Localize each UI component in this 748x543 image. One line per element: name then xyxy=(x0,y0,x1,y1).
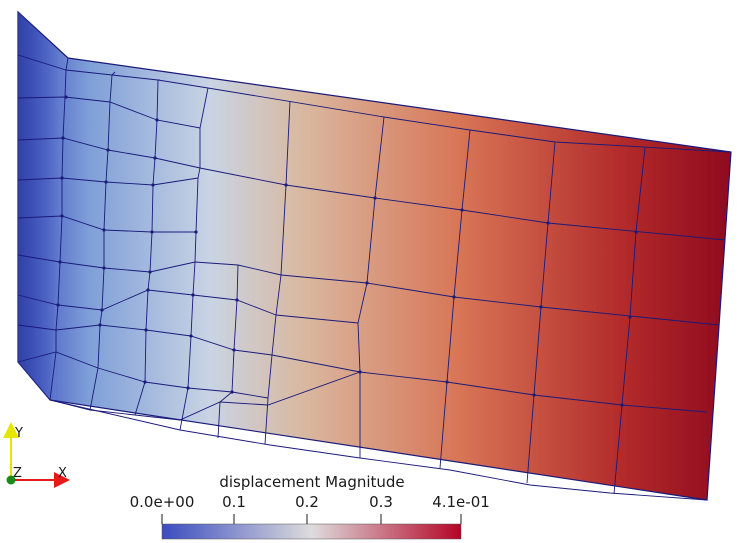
colorbar-title: displacement Magnitude xyxy=(219,473,404,491)
mesh-fill xyxy=(17,10,732,501)
x-axis-label: X xyxy=(58,466,67,481)
colorbar-gradient xyxy=(161,523,462,540)
colorbar-ticks xyxy=(161,514,462,524)
colorbar-tick-label: 0.3 xyxy=(369,493,393,511)
z-axis-dot xyxy=(6,475,16,485)
colorbar-legend: displacement Magnitude 0.0e+00 0.1 0.2 0… xyxy=(130,473,490,540)
mesh-left-shade xyxy=(18,12,68,400)
colorbar-tick-label: 0.2 xyxy=(295,493,319,511)
colorbar-tick-label: 0.0e+00 xyxy=(130,493,195,511)
orientation-axes: Y Z X xyxy=(3,422,70,488)
colorbar-tick-label: 4.1e-01 xyxy=(432,493,490,511)
z-axis-label: Z xyxy=(13,466,22,481)
y-axis-label: Y xyxy=(14,426,23,441)
mesh-surface xyxy=(17,10,732,501)
colorbar-tick-label: 0.1 xyxy=(222,493,246,511)
mesh-nodes xyxy=(56,95,638,407)
